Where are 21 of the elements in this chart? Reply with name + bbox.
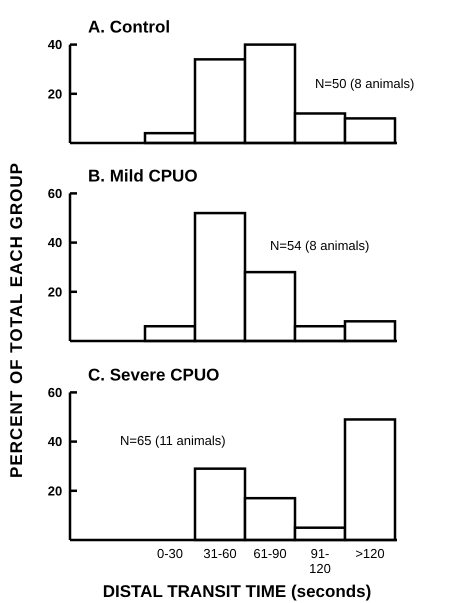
annotation: N=54 (8 animals) [270, 238, 370, 253]
x-tick-label: 0-30 [156, 546, 184, 561]
y-tick-label: 60 [48, 384, 62, 400]
chart-title: B. Mild CPUO [88, 166, 198, 186]
x-tick-label: >120 [355, 546, 385, 561]
y-tick-label: 40 [48, 37, 62, 52]
y-tick-label: 40 [48, 235, 62, 250]
x-axis-title: DISTAL TRANSIT TIME (seconds) [102, 582, 372, 601]
y-tick-label: 40 [48, 434, 62, 450]
y-tick-label: 20 [48, 86, 62, 102]
y-axis-title: PERCENT OF TOTAL EACH GROUP [7, 162, 26, 478]
y-tick-label: 20 [48, 483, 62, 498]
x-tick-label: 61-90 [253, 546, 287, 561]
x-tick-label: 31-60 [203, 546, 237, 561]
chart-title: A. Control [88, 18, 170, 37]
x-tick-label: 91-120 [309, 546, 331, 576]
annotation: N=65 (11 animals) [120, 433, 226, 448]
chart-title: C. Severe CPUO [88, 365, 220, 384]
annotation: N=50 (8 animals) [315, 76, 414, 91]
y-tick-label: 60 [48, 186, 62, 201]
y-tick-label: 20 [48, 284, 62, 300]
